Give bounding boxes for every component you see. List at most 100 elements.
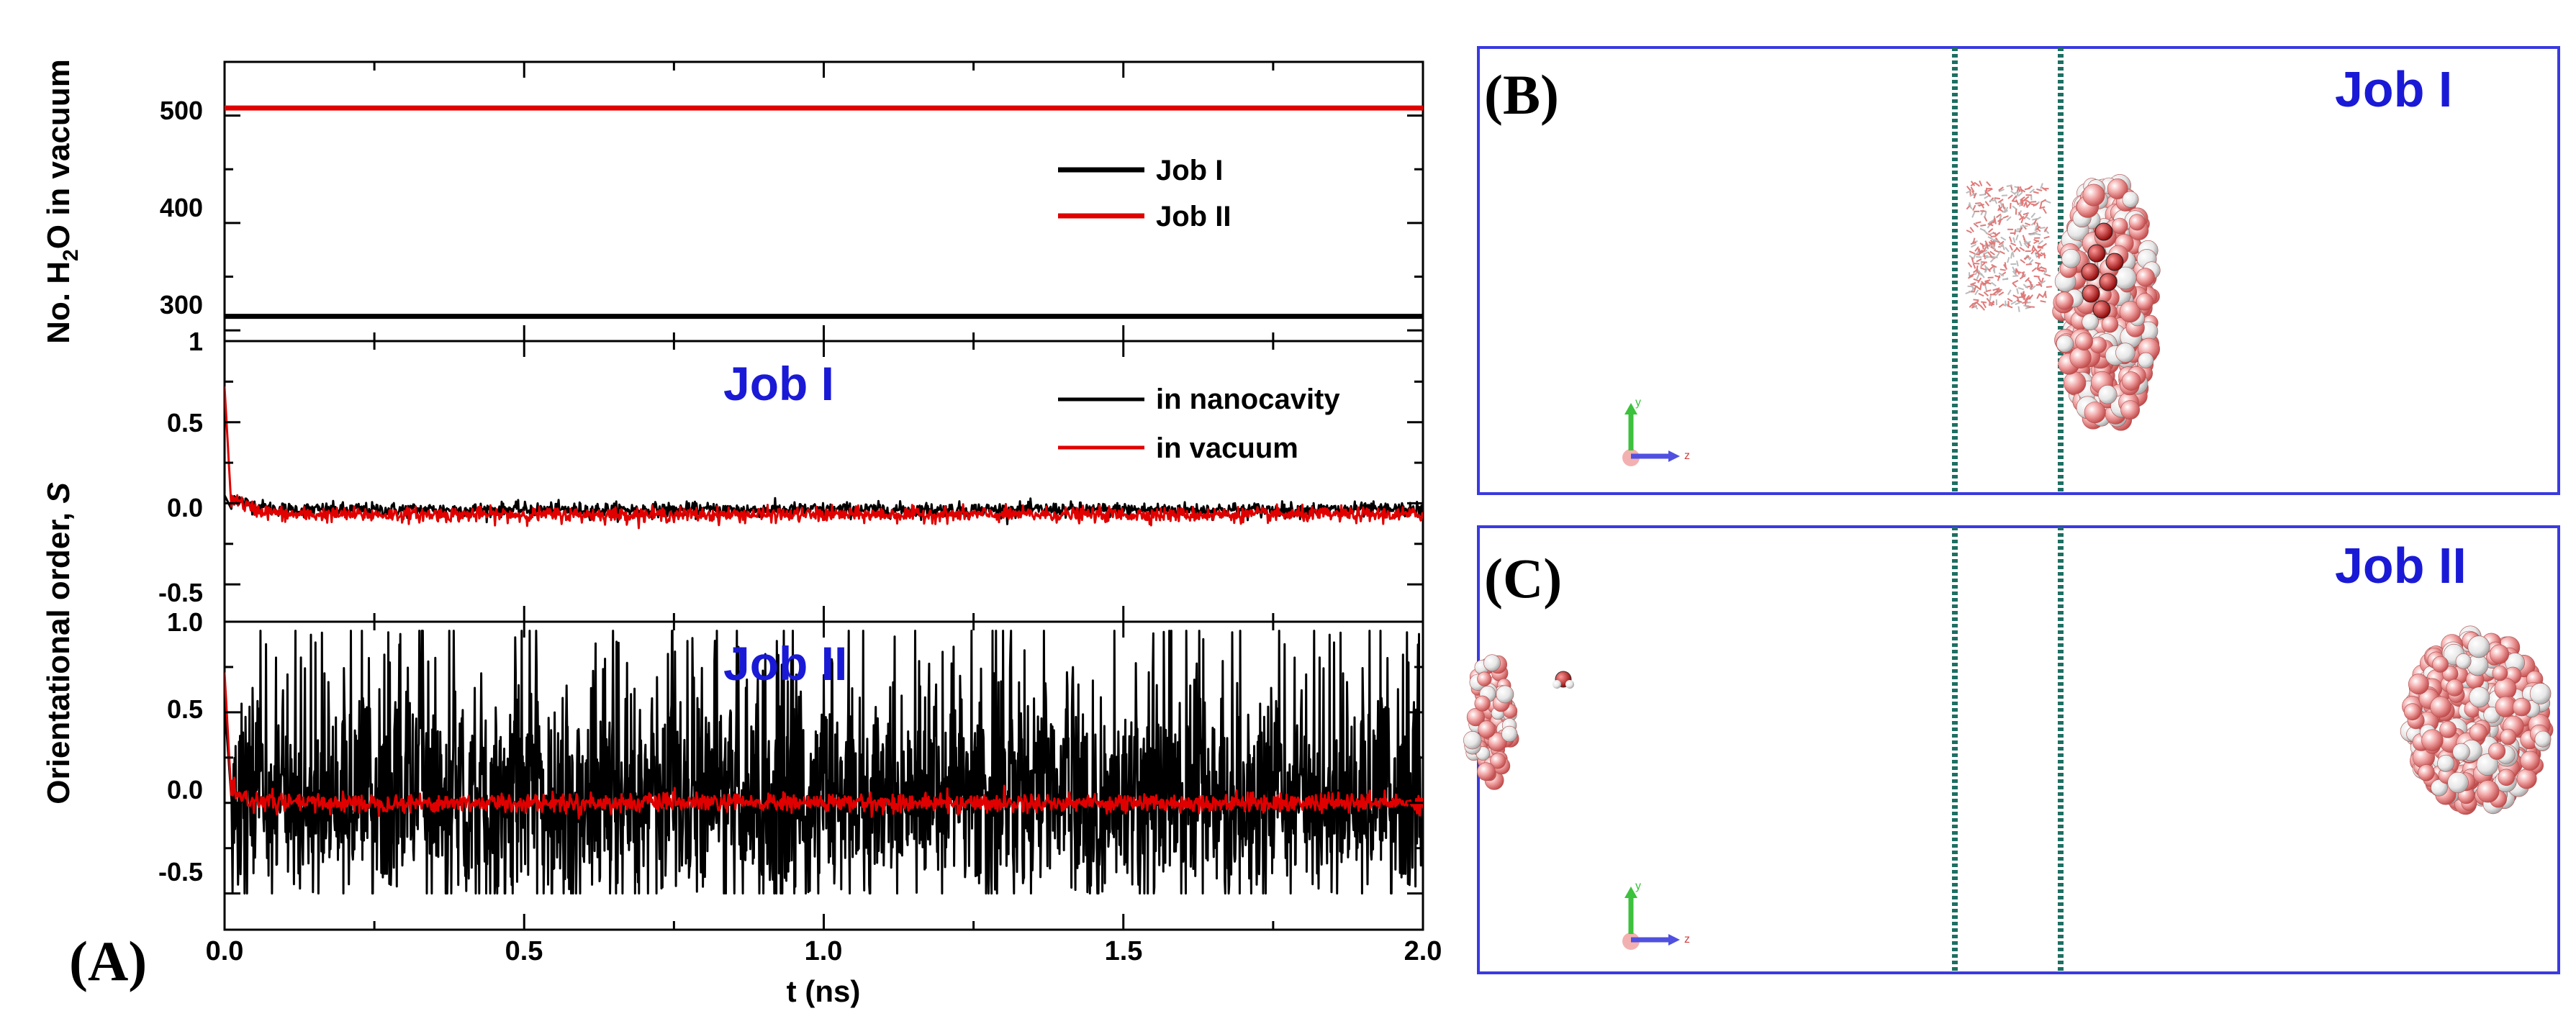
water-bond [2007,257,2010,263]
water-bond [2030,201,2037,203]
water-bond [1972,284,1979,288]
water-bond [2019,246,2025,252]
water-bond [1985,242,1989,249]
water-atom [1476,762,1496,781]
y-tick-label: 0.5 [167,694,203,724]
water-bond [1967,275,1974,279]
water-bond [2010,202,2012,209]
water-atom [2439,720,2457,738]
legend-label-job-ii: Job II [1156,201,1231,232]
x-tick-label: 0.0 [206,936,244,966]
water-atom [2431,779,2448,797]
water-atom [2107,178,2128,199]
water-bond [2038,276,2042,283]
water-bond [1975,202,1981,204]
water-bond [2016,260,2019,267]
water-bond [2012,266,2016,273]
water-bond [2040,183,2043,189]
water-bond [2045,199,2051,204]
top-y-tick-labels: 300 400 500 [160,96,203,319]
water-bond [2029,233,2035,236]
highlighted-water [2081,263,2100,281]
series-line-in-vacuum [225,672,1423,820]
water-bond [2009,245,2013,251]
water-bond [2017,306,2020,312]
middle-y-tick-labels: 1 0.5 0.0 -0.5 [158,327,203,607]
water-bond [2036,254,2043,258]
water-bond [2043,235,2050,240]
water-bond [2020,188,2026,193]
water-bond [1993,268,1996,274]
water-atom [2467,635,2490,658]
legend-label-job-i: Job I [1156,155,1223,186]
water-atom [2492,665,2508,681]
water-bond [1966,230,1972,234]
water-atom [2455,653,2472,669]
water-bond [1973,222,1979,228]
water-atom [2447,771,2469,794]
middle-legend: in nanocavity in vacuum [1058,384,1340,464]
water-bond [2007,194,2013,199]
water-bond [2031,245,2035,252]
water-bond [1991,263,1997,268]
water-bond [1994,290,2001,294]
water-bond [2033,275,2040,278]
water-bond [2035,248,2042,254]
water-bond [1999,240,2005,245]
water-atom [2469,723,2487,742]
series-line-in-vacuum [225,386,1423,530]
water-bond [1999,268,2006,271]
water-bond [2017,287,2024,291]
water-atom [2120,400,2141,420]
water-bond [2017,212,2023,218]
water-bond [2012,271,2017,276]
water-bond [2035,261,2041,265]
water-bond [1978,270,1982,276]
water-atom [2082,313,2099,331]
water-bond [1969,202,1972,209]
water-bond [2033,246,2038,253]
z-arrowhead [1668,450,1680,462]
water-bond [2038,293,2044,299]
top-series [225,105,1423,319]
water-bond [1983,291,1989,297]
water-bond [2025,263,2032,266]
water-bond [1999,250,2005,255]
water-bond [2033,219,2038,225]
water-bond [1989,257,1995,263]
axes-icon: y z [1622,880,1690,950]
water-atom [2128,214,2146,231]
water-bond [2015,192,2019,199]
water-bond [2023,294,2027,300]
water-bond [1971,243,1976,248]
water-bond [2017,191,2023,197]
water-bond [1969,273,1975,277]
panel-a: 0.0 0.5 1.0 1.5 2.0 t (ns) 300 400 500 1… [41,59,1442,1008]
water-bond [1971,304,1977,309]
water-bond [1990,235,1997,237]
water-atom [2452,743,2470,761]
water-bond [1973,278,1979,282]
water-bond [2037,245,2043,248]
water-bond [2025,296,2031,302]
water-bond [1969,193,1976,197]
water-bond [1984,284,1988,291]
water-bond [2035,252,2042,256]
water-bond [2027,242,2030,249]
water-atom [2136,268,2155,287]
water-bond [2020,217,2025,224]
water-bond [2025,240,2031,245]
water-bond [1974,246,1979,252]
water-atom [2490,644,2510,664]
water-bond [2023,212,2029,216]
water-bond [1984,255,1991,259]
water-atom [2498,769,2516,787]
water-bond [1992,255,1998,259]
water-bond [2008,236,2012,242]
y-tick-label: 1.0 [167,607,203,637]
water-bond [1972,237,1976,244]
water-bond [2018,240,2023,247]
water-bond [1987,236,1994,240]
water-bond [1979,249,1986,254]
